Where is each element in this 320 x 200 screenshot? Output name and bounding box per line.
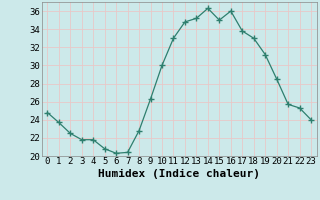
X-axis label: Humidex (Indice chaleur): Humidex (Indice chaleur) [98,169,260,179]
